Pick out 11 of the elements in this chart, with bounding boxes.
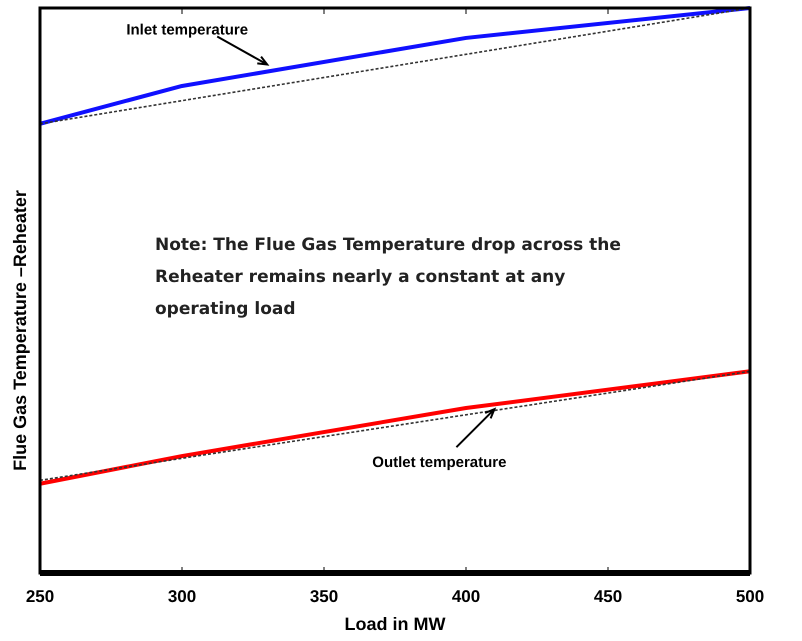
x-tick-label: 350 bbox=[310, 587, 338, 606]
annotation: Outlet temperature bbox=[372, 454, 506, 472]
x-tick-label: 450 bbox=[594, 587, 622, 606]
y-axis-title: Flue Gas Temperature –Reheater bbox=[10, 190, 30, 471]
x-axis-title: Load in MW bbox=[344, 614, 446, 634]
annotation: Inlet temperature bbox=[126, 22, 248, 38]
x-tick-label: 400 bbox=[452, 587, 480, 606]
annotation: Note: The Flue Gas Temperature drop across the Reheater remains nearly a constant at any operating load bbox=[155, 235, 621, 319]
x-tick-label: 250 bbox=[26, 587, 54, 606]
x-tick-label: 500 bbox=[736, 587, 764, 606]
x-tick-label: 300 bbox=[168, 587, 196, 606]
